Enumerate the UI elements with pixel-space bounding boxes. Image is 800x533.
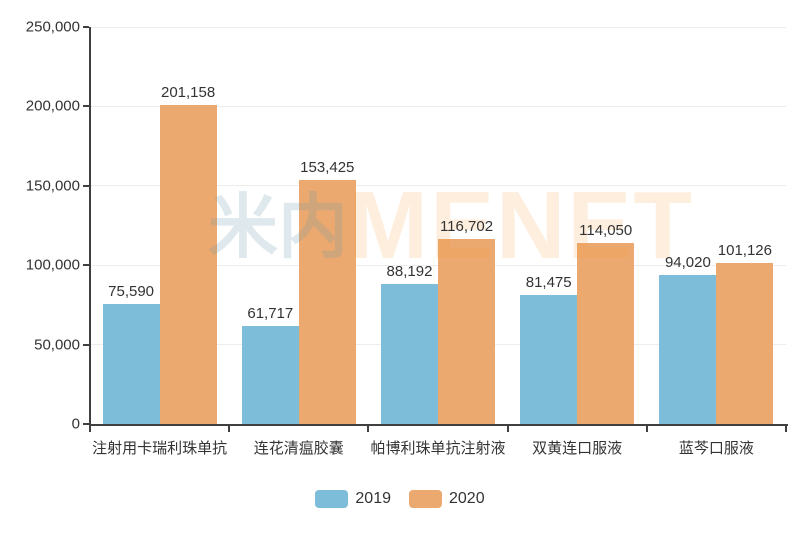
legend-swatch-2020 <box>409 490 442 508</box>
bar-2020-1 <box>298 180 356 424</box>
x-axis-label: 双黄连口服液 <box>532 440 623 457</box>
data-label-2020-0: 201,158 <box>160 83 216 101</box>
data-label-2019-2: 88,192 <box>386 262 433 280</box>
bar-2020-3 <box>577 242 635 424</box>
data-label-2019-1: 61,717 <box>247 304 294 322</box>
y-axis-tick <box>83 105 89 108</box>
legend-swatch-2019 <box>315 490 349 508</box>
bar-2020-2 <box>438 238 495 424</box>
y-axis-label: 250,000 <box>25 18 80 36</box>
y-axis-tick <box>83 184 89 187</box>
legend-item-2020[interactable]: 2020 <box>409 490 485 508</box>
legend-label-2020: 2020 <box>449 490 485 507</box>
gridline <box>91 105 786 107</box>
x-axis-tick <box>645 426 648 432</box>
x-axis-tick <box>506 426 509 432</box>
bar-2020-0 <box>159 104 217 424</box>
data-label-2019-0: 75,590 <box>108 282 155 300</box>
data-label-2020-4: 101,126 <box>717 242 773 260</box>
watermark-brand-text: MENET <box>348 172 694 279</box>
data-label-2020-3: 114,050 <box>579 221 633 239</box>
y-axis-tick <box>83 26 89 28</box>
data-label-2019-4: 94,020 <box>664 253 711 271</box>
data-label-2020-1: 153,425 <box>300 159 355 177</box>
bar-2019-3 <box>520 294 578 424</box>
bar-2019-2 <box>381 283 438 424</box>
x-axis-label: 注射用卡瑞利珠单抗 <box>92 440 228 457</box>
y-axis-line <box>89 27 91 426</box>
x-axis-label: 帕博利珠单抗注射液 <box>370 440 506 457</box>
x-axis-label: 连花清瘟胶囊 <box>253 440 344 457</box>
y-axis-label: 150,000 <box>25 177 80 195</box>
y-axis-label: 0 <box>71 415 80 433</box>
y-axis-label: 50,000 <box>34 336 80 354</box>
x-axis-line <box>89 424 788 426</box>
y-axis-label: 100,000 <box>25 256 80 274</box>
legend-item-2019[interactable]: 2019 <box>315 490 391 508</box>
gridline <box>91 185 786 187</box>
bar-2019-1 <box>241 325 299 424</box>
x-axis-label: 蓝芩口服液 <box>678 440 754 457</box>
y-axis-tick <box>83 264 89 267</box>
legend: 2019 2020 <box>0 488 800 510</box>
data-label-2019-3: 81,475 <box>525 273 572 291</box>
x-axis-tick <box>228 426 231 432</box>
y-axis-tick <box>83 423 89 425</box>
x-axis-tick <box>367 426 370 432</box>
data-label-2020-2: 116,702 <box>439 217 494 235</box>
gridline <box>91 26 786 28</box>
x-axis-tick <box>785 426 787 432</box>
legend-label-2019: 2019 <box>355 490 391 507</box>
x-axis-tick <box>89 426 91 432</box>
y-axis-label: 200,000 <box>25 97 80 115</box>
y-axis-tick <box>83 343 89 346</box>
bar-2020-4 <box>716 263 774 424</box>
bar-2019-4 <box>659 274 717 424</box>
bar-2019-0 <box>102 303 160 424</box>
